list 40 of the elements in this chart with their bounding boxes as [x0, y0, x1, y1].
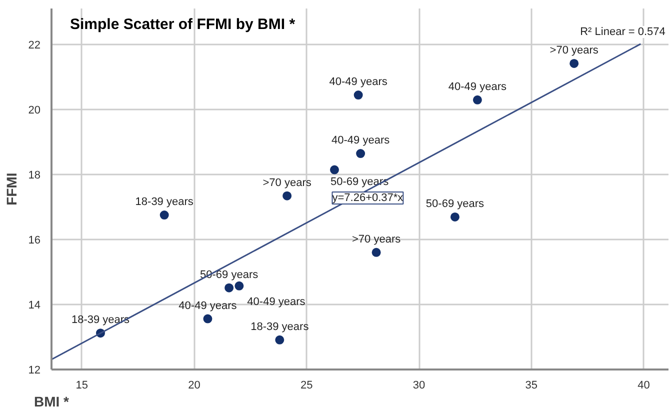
point: [203, 314, 212, 324]
data-label: 18-39 years: [250, 320, 310, 333]
point: [472, 95, 482, 104]
data-label: 40-49 years: [329, 76, 388, 88]
text: Simple Scatter of FFMI by BMI *: [70, 16, 296, 34]
data-label: >70 years: [550, 44, 599, 56]
y-tick-label: 12: [28, 364, 41, 376]
data-label: 40-49 years: [247, 296, 306, 308]
x-tick-label: 15: [76, 380, 88, 392]
point: [570, 58, 579, 68]
y-tick-label: 14: [28, 299, 41, 312]
x-tick-label: 35: [525, 380, 538, 392]
y-tick-label: 22: [28, 39, 41, 52]
point: [282, 191, 292, 200]
x-axis-title: BMI *: [34, 394, 70, 410]
y-tick-label: 18: [28, 169, 41, 182]
data-label: >70 years: [352, 233, 402, 246]
data-label: 40-49 years: [332, 134, 390, 147]
data-label: 40-49 years: [448, 80, 507, 93]
point: [354, 90, 363, 100]
x-tick-label: 30: [412, 380, 426, 392]
point: [275, 335, 284, 344]
y-tick-label: 16: [28, 234, 41, 246]
point: [330, 165, 339, 174]
data-label: 18-39 years: [135, 196, 194, 208]
y-tick-label: 20: [28, 104, 41, 116]
data-label: >70 years: [262, 176, 312, 189]
point: [160, 210, 169, 220]
annotation: R² Linear = 0.574: [580, 26, 666, 38]
x-tick-label: 25: [300, 380, 313, 392]
point: [234, 281, 244, 290]
y-axis-title: FFMI: [3, 172, 20, 206]
data-label: 40-49 years: [178, 300, 238, 312]
x-tick-label: 20: [188, 380, 200, 392]
point: [450, 212, 460, 222]
x-tick-label: 40: [638, 380, 650, 392]
point: [372, 248, 381, 257]
point: [224, 283, 234, 292]
point: [356, 149, 366, 158]
data-label: 50-69 years: [426, 198, 485, 210]
